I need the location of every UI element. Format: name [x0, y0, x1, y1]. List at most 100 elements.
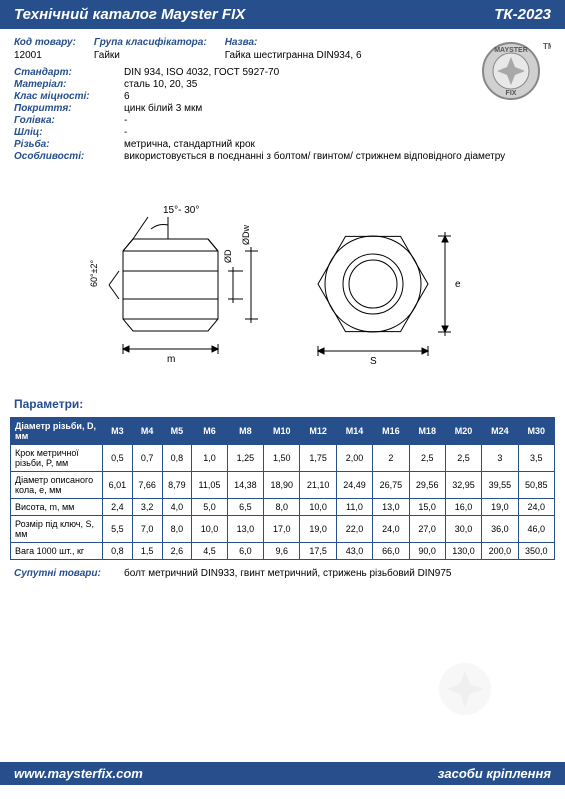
cell-value: 30,0	[445, 516, 481, 543]
name-label: Назва:	[225, 37, 362, 48]
spec-row: Клас міцності:6	[14, 91, 551, 102]
cell-value: 7,66	[132, 472, 162, 499]
cell-value: 22,0	[336, 516, 372, 543]
table-header-size: M20	[445, 418, 481, 445]
table-header-size: M16	[373, 418, 409, 445]
cell-value: 26,75	[373, 472, 409, 499]
catalog-title: Технічний каталог Mayster FIX	[14, 6, 245, 23]
code-value: 12001	[14, 50, 76, 61]
catalog-code: ТК-2023	[494, 6, 551, 23]
cell-value: 19,0	[482, 499, 518, 516]
side-angle-label: 60°±2°	[89, 259, 99, 287]
cell-value: 2,5	[409, 445, 445, 472]
angle-label: 15°- 30°	[163, 205, 199, 216]
cell-value: 8,79	[162, 472, 192, 499]
cell-value: 1,75	[300, 445, 336, 472]
spec-label: Клас міцності:	[14, 91, 124, 102]
cell-value: 21,10	[300, 472, 336, 499]
cell-value: 3,5	[518, 445, 554, 472]
table-header-size: M24	[482, 418, 518, 445]
table-header-size: M4	[132, 418, 162, 445]
cell-value: 2,4	[103, 499, 133, 516]
cell-value: 130,0	[445, 543, 481, 560]
row-name: Висота, m, мм	[11, 499, 103, 516]
cell-value: 19,0	[300, 516, 336, 543]
params-heading: Параметри:	[0, 389, 565, 417]
footer-url: www.maysterfix.com	[14, 766, 143, 781]
cell-value: 36,0	[482, 516, 518, 543]
row-name: Вага 1000 шт., кг	[11, 543, 103, 560]
related-products: Супутні товари: болт метричний DIN933, г…	[0, 560, 565, 587]
cell-value: 6,5	[227, 499, 263, 516]
cell-value: 6,01	[103, 472, 133, 499]
cell-value: 32,95	[445, 472, 481, 499]
group-col: Група класифікатора: Гайки	[94, 37, 207, 61]
cell-value: 3,2	[132, 499, 162, 516]
watermark-logo	[435, 659, 495, 719]
dw-label: ØDw	[241, 225, 251, 246]
table-header-first: Діаметр різьби, D, мм	[11, 418, 103, 445]
technical-diagram: 15°- 30° m 60°±2° ØD ØDw	[0, 169, 565, 389]
footer-tagline: засоби кріплення	[438, 766, 551, 781]
cell-value: 8,0	[264, 499, 300, 516]
spec-label: Різьба:	[14, 139, 124, 150]
params-table: Діаметр різьби, D, ммM3M4M5M6M8M10M12M14…	[10, 417, 555, 560]
cell-value: 1,5	[132, 543, 162, 560]
cell-value: 350,0	[518, 543, 554, 560]
cell-value: 0,8	[103, 543, 133, 560]
cell-value: 16,0	[445, 499, 481, 516]
spec-row: Особливості:використовується в поєднанні…	[14, 151, 551, 162]
table-header-size: M12	[300, 418, 336, 445]
cell-value: 14,38	[227, 472, 263, 499]
name-value: Гайка шестигранна DIN934, 6	[225, 50, 362, 61]
cell-value: 10,0	[300, 499, 336, 516]
table-header-size: M14	[336, 418, 372, 445]
cell-value: 66,0	[373, 543, 409, 560]
cell-value: 200,0	[482, 543, 518, 560]
cell-value: 1,25	[227, 445, 263, 472]
cell-value: 2,6	[162, 543, 192, 560]
d-label: ØD	[223, 249, 233, 263]
related-value: болт метричний DIN933, гвинт метричний, …	[124, 568, 452, 579]
cell-value: 29,56	[409, 472, 445, 499]
row-name: Розмір під ключ, S, мм	[11, 516, 103, 543]
spec-label: Матеріал:	[14, 79, 124, 90]
table-header-size: M5	[162, 418, 192, 445]
spec-value: цинк білий 3 мкм	[124, 103, 202, 114]
table-header-size: M3	[103, 418, 133, 445]
spec-label: Шліц:	[14, 127, 124, 138]
spec-row: Шліц:-	[14, 127, 551, 138]
name-col: Назва: Гайка шестигранна DIN934, 6	[225, 37, 362, 61]
table-row: Вага 1000 шт., кг0,81,52,64,56,09,617,54…	[11, 543, 555, 560]
e-label: e	[455, 279, 461, 290]
spec-row: Стандарт:DIN 934, ISO 4032, ГОСТ 5927-70	[14, 67, 551, 78]
cell-value: 7,0	[132, 516, 162, 543]
cell-value: 0,5	[103, 445, 133, 472]
cell-value: 4,5	[192, 543, 227, 560]
spec-label: Особливості:	[14, 151, 124, 162]
cell-value: 18,90	[264, 472, 300, 499]
logo-brand: MAYSTER	[494, 47, 528, 54]
cell-value: 24,49	[336, 472, 372, 499]
table-row: Висота, m, мм2,43,24,05,06,58,010,011,01…	[11, 499, 555, 516]
table-header-size: M10	[264, 418, 300, 445]
cell-value: 1,50	[264, 445, 300, 472]
cell-value: 43,0	[336, 543, 372, 560]
group-value: Гайки	[94, 50, 207, 61]
spec-value: -	[124, 127, 127, 138]
spec-row: Матеріал:сталь 10, 20, 35	[14, 79, 551, 90]
spec-row: Покриття:цинк білий 3 мкм	[14, 103, 551, 114]
spec-value: -	[124, 115, 127, 126]
product-code-col: Код товару: 12001	[14, 37, 76, 61]
spec-row: Різьба:метрична, стандартний крок	[14, 139, 551, 150]
row-name: Діаметр описаного кола, e, мм	[11, 472, 103, 499]
cell-value: 10,0	[192, 516, 227, 543]
cell-value: 39,55	[482, 472, 518, 499]
params-table-wrap: Діаметр різьби, D, ммM3M4M5M6M8M10M12M14…	[0, 417, 565, 560]
cell-value: 24,0	[518, 499, 554, 516]
cell-value: 17,5	[300, 543, 336, 560]
tm-mark: TM	[543, 42, 551, 51]
cell-value: 1,0	[192, 445, 227, 472]
table-row: Діаметр описаного кола, e, мм6,017,668,7…	[11, 472, 555, 499]
cell-value: 5,0	[192, 499, 227, 516]
